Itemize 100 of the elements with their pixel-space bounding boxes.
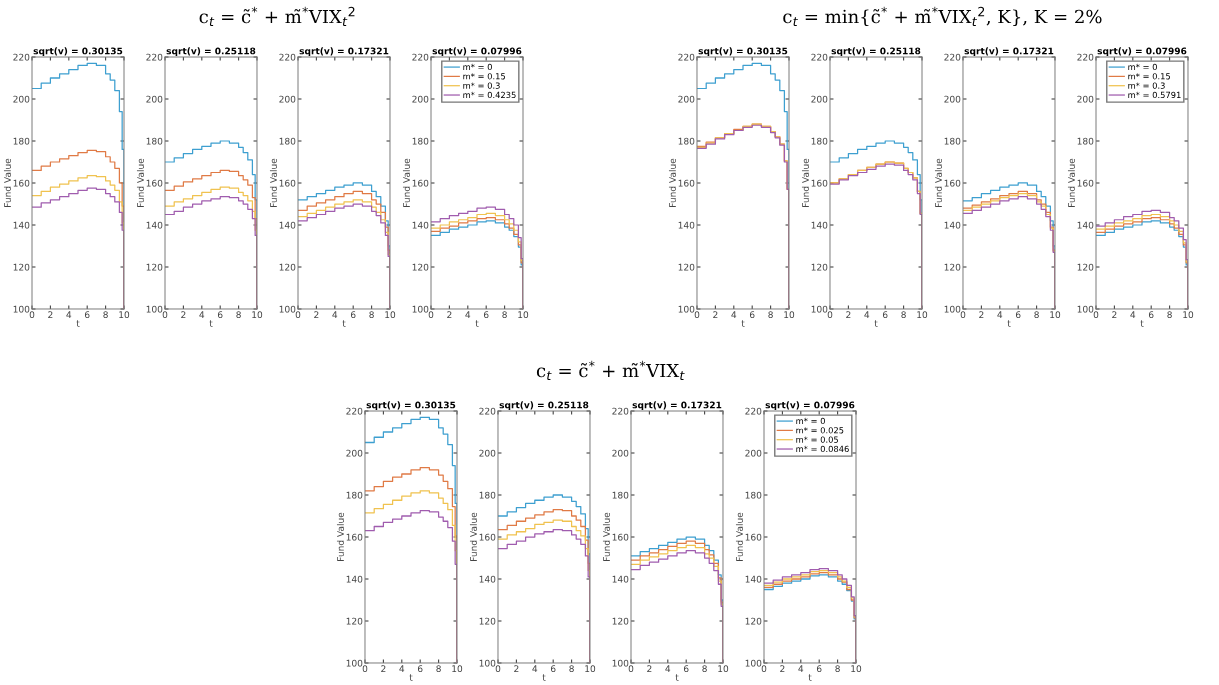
x-tick-label: 4 bbox=[332, 311, 338, 318]
y-axis-title: Fund Value bbox=[602, 512, 610, 561]
chart-title: sqrt(v) = 0.07996 bbox=[432, 47, 522, 57]
x-tick-label: 6 bbox=[1015, 311, 1021, 319]
y-tick-label: 160 bbox=[146, 179, 163, 187]
y-tick-label: 200 bbox=[13, 95, 30, 103]
legend-label: m* = 0.3 bbox=[1128, 82, 1165, 89]
y-tick-label: 140 bbox=[479, 575, 496, 583]
y-tick-label: 200 bbox=[479, 449, 496, 457]
x-axis-title: t bbox=[342, 320, 346, 327]
x-tick-label: 10 bbox=[385, 311, 396, 319]
x-tick-label: 0 bbox=[694, 311, 700, 319]
x-tick-label: 6 bbox=[816, 665, 822, 673]
x-tick-label: 2 bbox=[48, 311, 53, 318]
x-tick-label: 4 bbox=[864, 311, 870, 318]
x-tick-label: 6 bbox=[550, 665, 556, 673]
x-tick-label: 10 bbox=[252, 311, 263, 319]
y-tick-label: 180 bbox=[678, 137, 695, 145]
x-tick-label: 6 bbox=[417, 665, 423, 673]
y-tick-label: 220 bbox=[1077, 53, 1094, 61]
y-tick-label: 200 bbox=[279, 95, 296, 103]
y-tick-label: 100 bbox=[13, 305, 30, 313]
text: c$_{t}$ = c̃$^{*}$ + m̃$^{*}$VIX$_{t}$ bbox=[536, 360, 685, 381]
x-tick-label: 10 bbox=[119, 311, 130, 319]
x-tick-label: 4 bbox=[731, 311, 737, 318]
x-tick-label: 8 bbox=[103, 311, 108, 319]
y-tick-label: 120 bbox=[811, 263, 828, 271]
y-tick-label: 200 bbox=[944, 95, 961, 103]
chart-title: sqrt(v) = 0.30135 bbox=[33, 47, 123, 57]
y-axis-title: Fund Value bbox=[1067, 158, 1075, 207]
x-tick-label: 4 bbox=[399, 665, 405, 672]
x-tick-label: 8 bbox=[236, 311, 241, 319]
y-tick-label: 140 bbox=[412, 221, 429, 229]
y-axis-title: Fund Value bbox=[934, 158, 942, 207]
x-axis-title: t bbox=[542, 674, 546, 681]
legend-label: m* = 0 bbox=[1128, 63, 1157, 71]
chart-title: sqrt(v) = 0.30135 bbox=[698, 47, 788, 57]
y-tick-label: 140 bbox=[279, 221, 296, 229]
y-axis-title: Fund Value bbox=[3, 158, 11, 207]
legend-label: m* = 0.3 bbox=[463, 82, 500, 89]
x-tick-label: 0 bbox=[495, 665, 501, 673]
x-tick-label: 2 bbox=[979, 311, 984, 318]
x-tick-label: 8 bbox=[1167, 311, 1172, 319]
y-tick-label: 100 bbox=[279, 305, 296, 313]
y-tick-label: 160 bbox=[745, 533, 762, 541]
x-axis-title: t bbox=[1140, 320, 1144, 327]
y-tick-label: 220 bbox=[479, 407, 496, 415]
y-tick-label: 180 bbox=[412, 137, 429, 145]
x-tick-label: 4 bbox=[798, 665, 804, 672]
x-tick-label: 4 bbox=[199, 311, 205, 318]
y-tick-label: 180 bbox=[13, 137, 30, 145]
y-tick-label: 180 bbox=[279, 137, 296, 145]
y-tick-label: 220 bbox=[811, 53, 828, 61]
y-tick-label: 220 bbox=[745, 407, 762, 415]
x-tick-label: 0 bbox=[362, 665, 368, 673]
y-axis-title: Fund Value bbox=[469, 512, 477, 561]
x-tick-label: 4 bbox=[997, 311, 1003, 318]
y-axis-title: Fund Value bbox=[735, 512, 743, 561]
x-tick-label: 0 bbox=[162, 311, 168, 319]
y-tick-label: 160 bbox=[811, 179, 828, 187]
y-tick-label: 120 bbox=[678, 263, 695, 271]
y-tick-label: 140 bbox=[612, 575, 629, 583]
x-tick-label: 10 bbox=[585, 665, 596, 673]
y-tick-label: 140 bbox=[13, 221, 30, 229]
x-tick-label: 8 bbox=[702, 665, 707, 673]
y-tick-label: 160 bbox=[479, 533, 496, 541]
x-tick-label: 6 bbox=[683, 665, 689, 673]
y-tick-label: 160 bbox=[612, 533, 629, 541]
x-tick-label: 6 bbox=[350, 311, 356, 319]
y-tick-label: 100 bbox=[811, 305, 828, 313]
legend-label: m* = 0.05 bbox=[796, 436, 838, 443]
x-tick-label: 2 bbox=[846, 311, 851, 318]
chart-title: sqrt(v) = 0.25118 bbox=[499, 401, 589, 411]
y-tick-label: 100 bbox=[412, 305, 429, 313]
y-tick-label: 220 bbox=[13, 53, 30, 61]
chart-title: sqrt(v) = 0.17321 bbox=[964, 47, 1054, 57]
x-axis-title: t bbox=[209, 320, 213, 327]
y-tick-label: 180 bbox=[745, 491, 762, 499]
y-tick-label: 200 bbox=[412, 95, 429, 103]
x-tick-label: 0 bbox=[827, 311, 833, 319]
y-tick-label: 120 bbox=[1077, 263, 1094, 271]
y-tick-label: 160 bbox=[678, 179, 695, 187]
x-tick-label: 8 bbox=[502, 311, 507, 319]
x-axis-title: t bbox=[76, 320, 80, 327]
legend-label: m* = 0.4235 bbox=[463, 91, 516, 99]
x-tick-label: 2 bbox=[381, 665, 386, 672]
y-tick-label: 220 bbox=[678, 53, 695, 61]
legend-label: m* = 0.5791 bbox=[1128, 91, 1181, 99]
y-tick-label: 100 bbox=[944, 305, 961, 313]
y-tick-label: 140 bbox=[811, 221, 828, 229]
y-tick-label: 160 bbox=[13, 179, 30, 187]
x-tick-label: 8 bbox=[835, 665, 840, 673]
x-tick-label: 8 bbox=[901, 311, 906, 319]
x-tick-label: 2 bbox=[1112, 311, 1117, 318]
x-axis-title: t bbox=[874, 320, 878, 327]
y-tick-label: 100 bbox=[1077, 305, 1094, 313]
y-tick-label: 200 bbox=[612, 449, 629, 457]
y-tick-label: 140 bbox=[678, 221, 695, 229]
x-tick-label: 4 bbox=[66, 311, 72, 318]
x-tick-label: 6 bbox=[882, 311, 888, 319]
